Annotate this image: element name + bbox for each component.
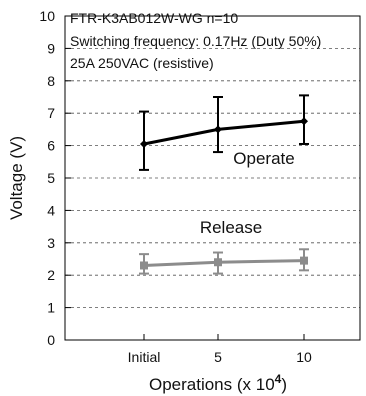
data-point: [140, 139, 148, 148]
series-line: [143, 259, 305, 267]
x-axis-label-main: Operations (x 10: [149, 375, 275, 394]
series-layer: Operate Release: [139, 94, 309, 275]
series-label-operate: Operate: [233, 149, 294, 168]
data-point: [300, 117, 308, 126]
series-release: [139, 248, 309, 275]
y-axis-label: Voltage (V): [7, 136, 26, 220]
annotation-line-2: Switching frequency: 0.17Hz (Duty 50%): [70, 33, 321, 49]
x-axis-label: Operations (x 104): [149, 372, 287, 394]
y-tick-label: 4: [47, 202, 55, 218]
x-tick-label: 10: [296, 349, 312, 365]
x-tick-labels: Initial 5 10: [128, 349, 312, 365]
y-tick-label: 8: [47, 73, 55, 89]
series-label-release: Release: [200, 218, 262, 237]
data-point: [140, 261, 148, 270]
y-tick-labels: 0 1 2 3 4 5 6 7 8 9 10: [39, 8, 55, 348]
x-axis-label-close: ): [281, 375, 287, 394]
y-tick-label: 9: [47, 40, 55, 56]
x-tick-label: Initial: [128, 349, 161, 365]
data-point: [214, 258, 222, 267]
y-tick-label: 0: [47, 332, 55, 348]
y-tick-label: 2: [47, 267, 55, 283]
data-point: [214, 125, 222, 134]
series-line: [143, 119, 305, 146]
y-tick-label: 1: [47, 300, 55, 316]
series-operate: [139, 94, 309, 171]
y-tick-label: 10: [39, 8, 55, 24]
annotation-line-3: 25A 250VAC (resistive): [70, 55, 214, 71]
y-tick-label: 3: [47, 235, 55, 251]
y-tick-label: 7: [47, 105, 55, 121]
axes: [64, 15, 361, 341]
annotation-line-1: FTR-K3AB012W-WG n=10: [70, 10, 238, 26]
x-tick-label: 5: [214, 349, 222, 365]
y-tick-label: 5: [47, 170, 55, 186]
data-point: [300, 256, 308, 265]
y-tick-label: 6: [47, 138, 55, 154]
plot-frame: [64, 15, 361, 341]
x-axis-label-exponent: 4: [275, 372, 282, 386]
grid: [65, 48, 360, 309]
